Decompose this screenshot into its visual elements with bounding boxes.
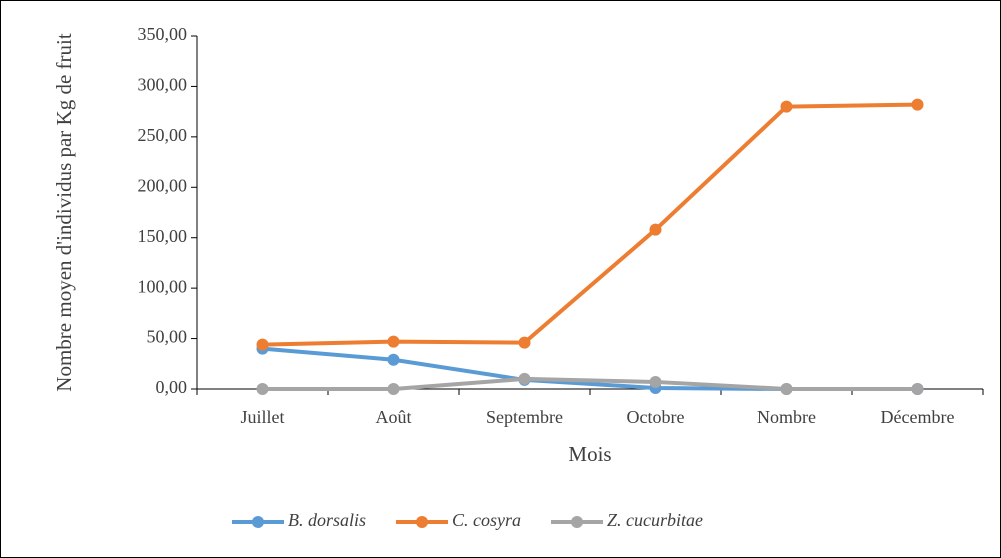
x-tick-label: Juillet xyxy=(241,407,285,427)
y-tick-label: 250,00 xyxy=(138,125,188,145)
data-point xyxy=(518,336,531,349)
data-point xyxy=(911,98,924,111)
data-point xyxy=(387,383,400,395)
legend-label: C. cosyra xyxy=(452,510,521,530)
y-tick-label: 200,00 xyxy=(138,175,188,195)
x-axis-title: Mois xyxy=(568,442,611,466)
x-tick-label: Septembre xyxy=(486,407,563,427)
series-line xyxy=(262,376,918,391)
series-line xyxy=(262,102,918,347)
data-point xyxy=(256,338,269,351)
x-tick-label: Août xyxy=(376,407,412,427)
legend-label: B. dorsalis xyxy=(288,510,366,530)
data-point xyxy=(649,375,662,388)
y-tick-label: 150,00 xyxy=(138,226,188,246)
y-tick-label: 100,00 xyxy=(138,276,188,296)
legend-marker xyxy=(571,516,584,528)
legend-marker xyxy=(252,516,264,528)
data-point xyxy=(387,353,400,366)
x-tick-label: Décembre xyxy=(881,407,955,427)
data-point xyxy=(649,223,662,236)
data-point xyxy=(911,383,924,395)
x-tick-label: Octobre xyxy=(627,407,685,427)
data-point xyxy=(780,100,793,113)
y-axis-title: Nombre moyen d'individus par Kg de fruit xyxy=(52,33,76,392)
y-tick-label: 350,00 xyxy=(138,24,188,44)
data-point xyxy=(256,383,269,395)
y-tick-label: 50,00 xyxy=(147,327,188,347)
legend-marker xyxy=(416,516,429,528)
data-point xyxy=(387,335,400,348)
data-point xyxy=(780,383,793,395)
legend-label: Z. cucurbitae xyxy=(607,510,703,530)
data-point xyxy=(518,372,531,385)
y-tick-label: 300,00 xyxy=(138,75,188,95)
y-tick-label: 0,00 xyxy=(156,377,188,397)
x-tick-label: Nombre xyxy=(757,407,816,427)
